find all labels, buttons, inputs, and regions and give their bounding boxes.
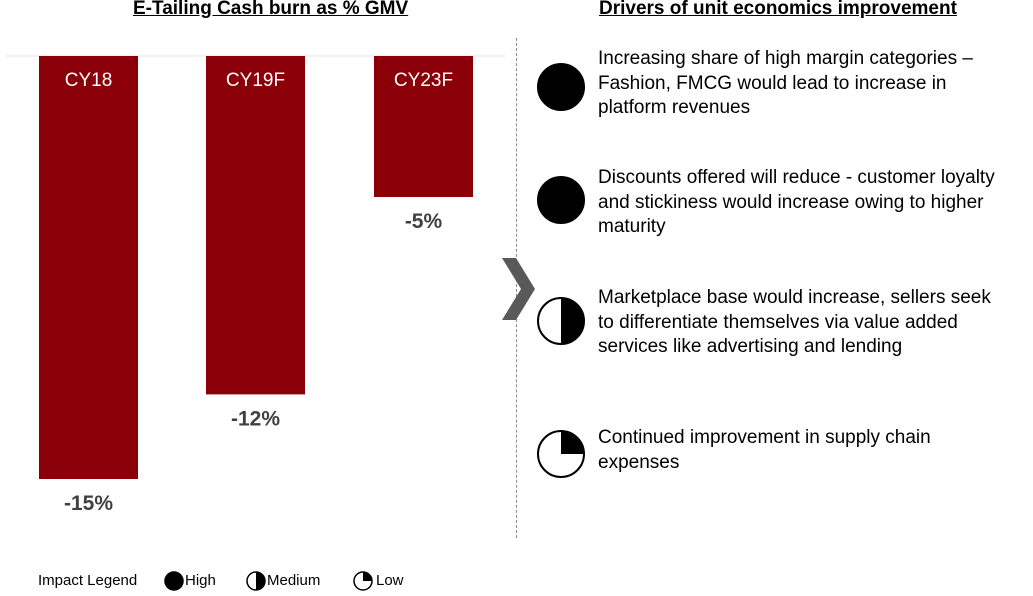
driver-text-line: and stickiness would increase owing to h… — [598, 191, 984, 213]
driver-text-line: platform revenues — [598, 97, 751, 118]
driver-text-line: Continued improvement in supply chain — [598, 427, 931, 448]
driver-text-line: Increasing share of high margin categori… — [598, 48, 973, 69]
low-impact-icon — [537, 430, 585, 478]
driver-text-line: maturity — [598, 216, 666, 237]
data-label: -12% — [231, 407, 280, 430]
bar-cy18 — [39, 56, 138, 479]
legend-item-label: Low — [376, 572, 404, 589]
driver-text-line: to differentiate themselves via value ad… — [598, 311, 958, 333]
driver-text-line: services like advertising and lending — [598, 336, 903, 357]
driver-text-line: Fashion, FMCG would lead to increase in — [598, 72, 947, 94]
category-label: CY18 — [65, 70, 113, 91]
cash-burn-bar-chart: CY18 -15% CY19F -12% CY23F -5% — [5, 55, 505, 515]
chevron-right-icon — [502, 258, 535, 320]
driver-text: Marketplace base would increase, sellers… — [598, 286, 991, 360]
bar-cy23f — [374, 56, 473, 197]
category-label: CY19F — [226, 70, 285, 91]
high-impact-icon — [537, 176, 585, 224]
high-impact-icon — [537, 63, 585, 111]
high-impact-icon — [164, 571, 184, 591]
data-label: -5% — [405, 210, 443, 233]
driver-text: Discounts offered will reduce - customer… — [598, 166, 995, 240]
data-label: -15% — [64, 492, 113, 515]
driver-text-line: Discounts offered will reduce - customer… — [598, 167, 995, 188]
driver-text-line: expenses — [598, 451, 680, 473]
drivers-title: Drivers of unit economics improvement — [599, 0, 957, 19]
category-label: CY23F — [394, 70, 453, 91]
section-divider — [516, 38, 517, 538]
legend-item-label: High — [185, 572, 216, 589]
low-impact-icon — [353, 571, 373, 591]
legend-label: Impact Legend — [38, 572, 138, 589]
driver-text: Continued improvement in supply chain exp… — [598, 426, 931, 475]
medium-impact-icon — [246, 571, 266, 591]
driver-text-line: Marketplace base would increase, sellers… — [598, 287, 991, 308]
medium-impact-icon — [537, 297, 585, 345]
bar-cy19f — [206, 56, 305, 395]
legend-item-label: Medium — [267, 572, 321, 589]
chart-title: E-Tailing Cash burn as % GMV — [133, 0, 409, 19]
driver-text: Increasing share of high margin categori… — [598, 47, 973, 121]
